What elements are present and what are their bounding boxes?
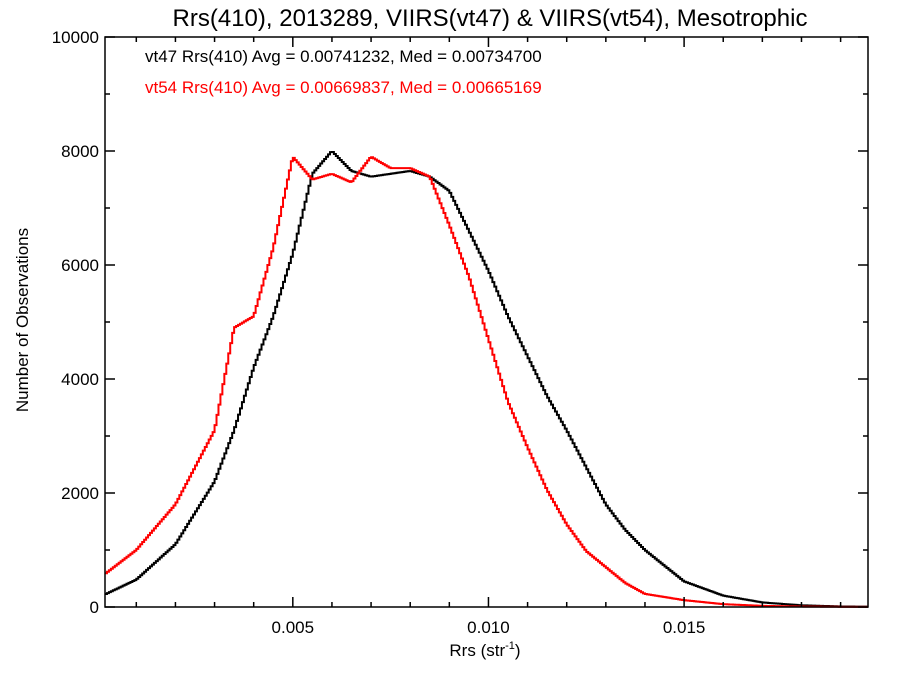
series-line-1 bbox=[105, 156, 868, 608]
x-tick-label: 0.015 bbox=[663, 618, 706, 637]
plot-frame bbox=[104, 36, 869, 608]
plot-area bbox=[105, 151, 868, 608]
y-tick-label: 10000 bbox=[52, 28, 99, 47]
x-axis-label-superscript: -1 bbox=[505, 640, 515, 652]
x-axis-label-end: ) bbox=[515, 641, 521, 660]
x-tick-label: 0.010 bbox=[467, 618, 510, 637]
series-line-0 bbox=[105, 151, 868, 608]
axis-ticks: 0.005 0.010 0.015 0 2000 4000 6000 8000 10000 bbox=[52, 28, 868, 637]
x-axis-label: Rrs (str-1) bbox=[449, 640, 520, 660]
y-tick-label: 4000 bbox=[61, 370, 99, 389]
y-tick-label: 2000 bbox=[61, 484, 99, 503]
x-tick-label: 0.005 bbox=[272, 618, 315, 637]
y-tick-label: 8000 bbox=[61, 142, 99, 161]
y-tick-label: 6000 bbox=[61, 256, 99, 275]
annotation-vt47: vt47 Rrs(410) Avg = 0.00741232, Med = 0.… bbox=[145, 47, 542, 66]
x-axis-label-main: Rrs (str bbox=[449, 641, 505, 660]
annotation-vt54: vt54 Rrs(410) Avg = 0.00669837, Med = 0.… bbox=[145, 78, 542, 97]
y-axis-label: Number of Observations bbox=[13, 228, 32, 412]
chart-title: Rrs(410), 2013289, VIIRS(vt47) & VIIRS(v… bbox=[173, 5, 808, 32]
y-tick-label: 0 bbox=[90, 598, 99, 617]
